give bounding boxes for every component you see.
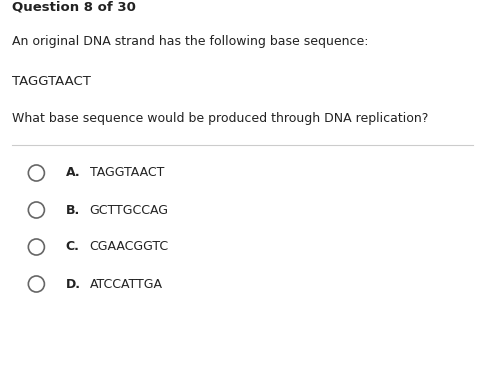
Text: CGAACGGTC: CGAACGGTC xyxy=(90,241,168,254)
Text: D.: D. xyxy=(65,277,80,291)
Text: Question 8 of 30: Question 8 of 30 xyxy=(12,0,136,13)
Text: What base sequence would be produced through DNA replication?: What base sequence would be produced thr… xyxy=(12,112,428,125)
Text: GCTTGCCAG: GCTTGCCAG xyxy=(90,204,168,216)
Text: TAGGTAACT: TAGGTAACT xyxy=(90,166,164,180)
Text: A.: A. xyxy=(65,166,80,180)
Text: TAGGTAACT: TAGGTAACT xyxy=(12,75,91,88)
Text: C.: C. xyxy=(65,241,79,254)
Text: An original DNA strand has the following base sequence:: An original DNA strand has the following… xyxy=(12,35,368,48)
Text: B.: B. xyxy=(65,204,79,216)
Text: ATCCATTGA: ATCCATTGA xyxy=(90,277,163,291)
